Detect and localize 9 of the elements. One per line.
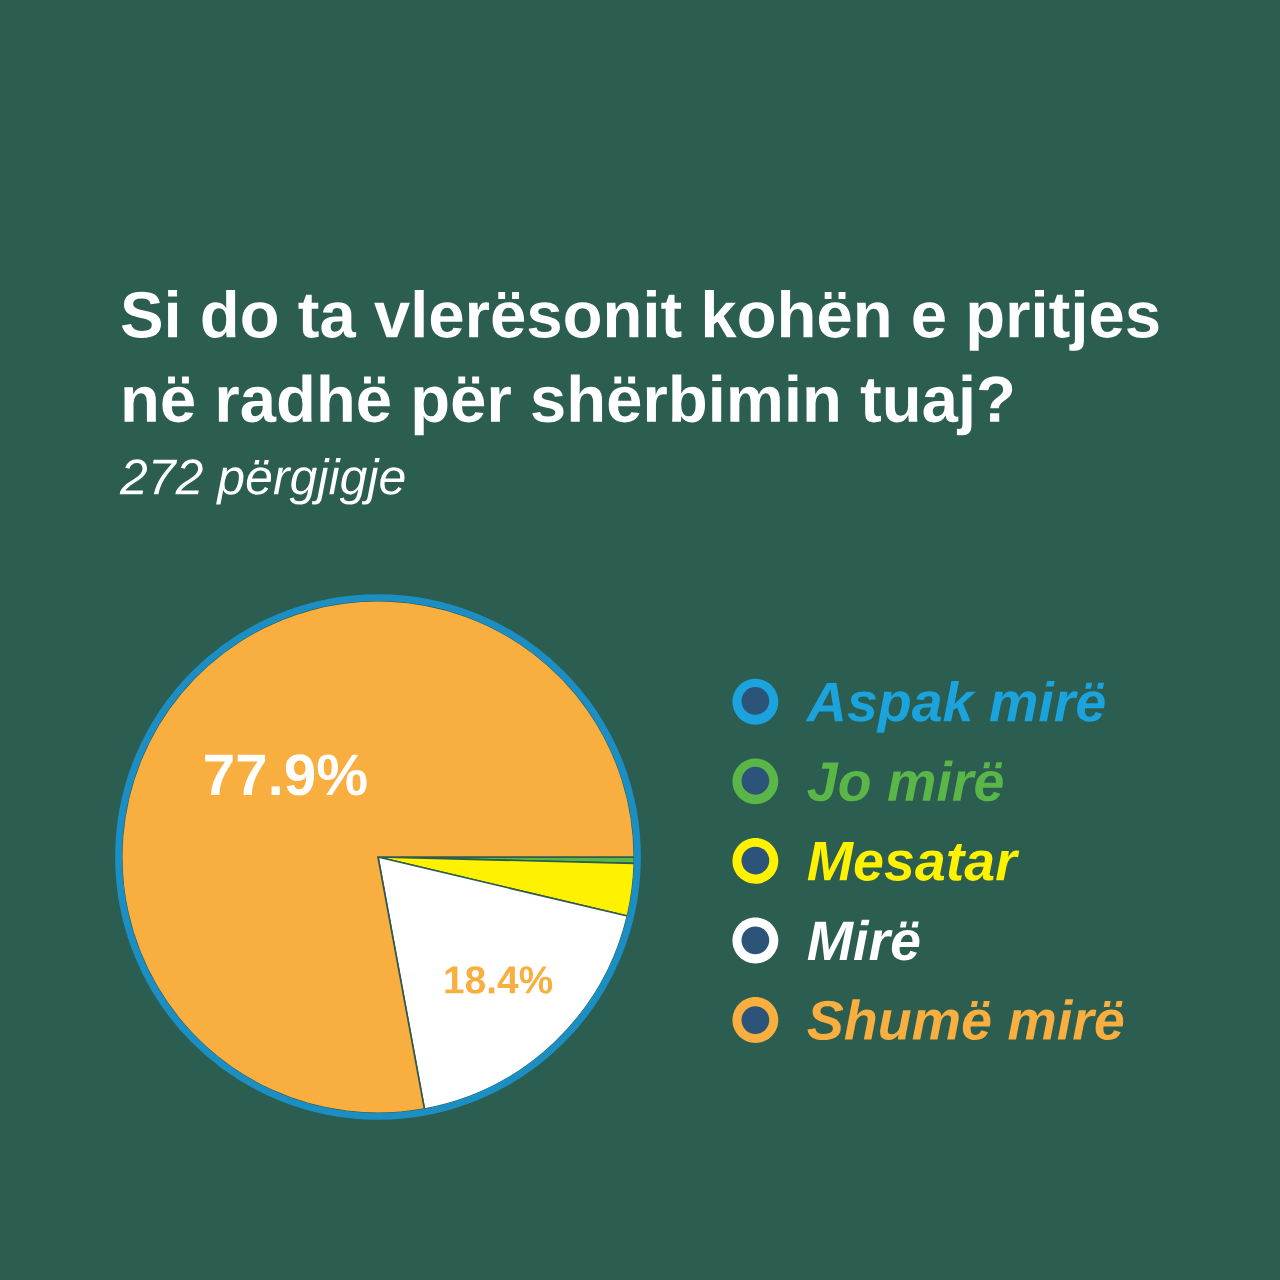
chart-subtitle: 272 përgjigje: [119, 458, 405, 505]
chart-title: Si do ta vlerësonit kohën e pritjes në radhë për shërbimin tuaj?: [121, 290, 1159, 436]
legend-label: Shumë mirë: [807, 999, 1124, 1041]
legend-label: Aspak mirë: [805, 680, 1105, 733]
data-label: 18.4%: [445, 966, 553, 994]
legend-label: Mesatar: [807, 842, 1020, 881]
legend-label: Mirë: [807, 919, 920, 961]
data-label: 77.9%: [205, 754, 367, 796]
legend-label: Jo mirë: [807, 760, 1003, 802]
